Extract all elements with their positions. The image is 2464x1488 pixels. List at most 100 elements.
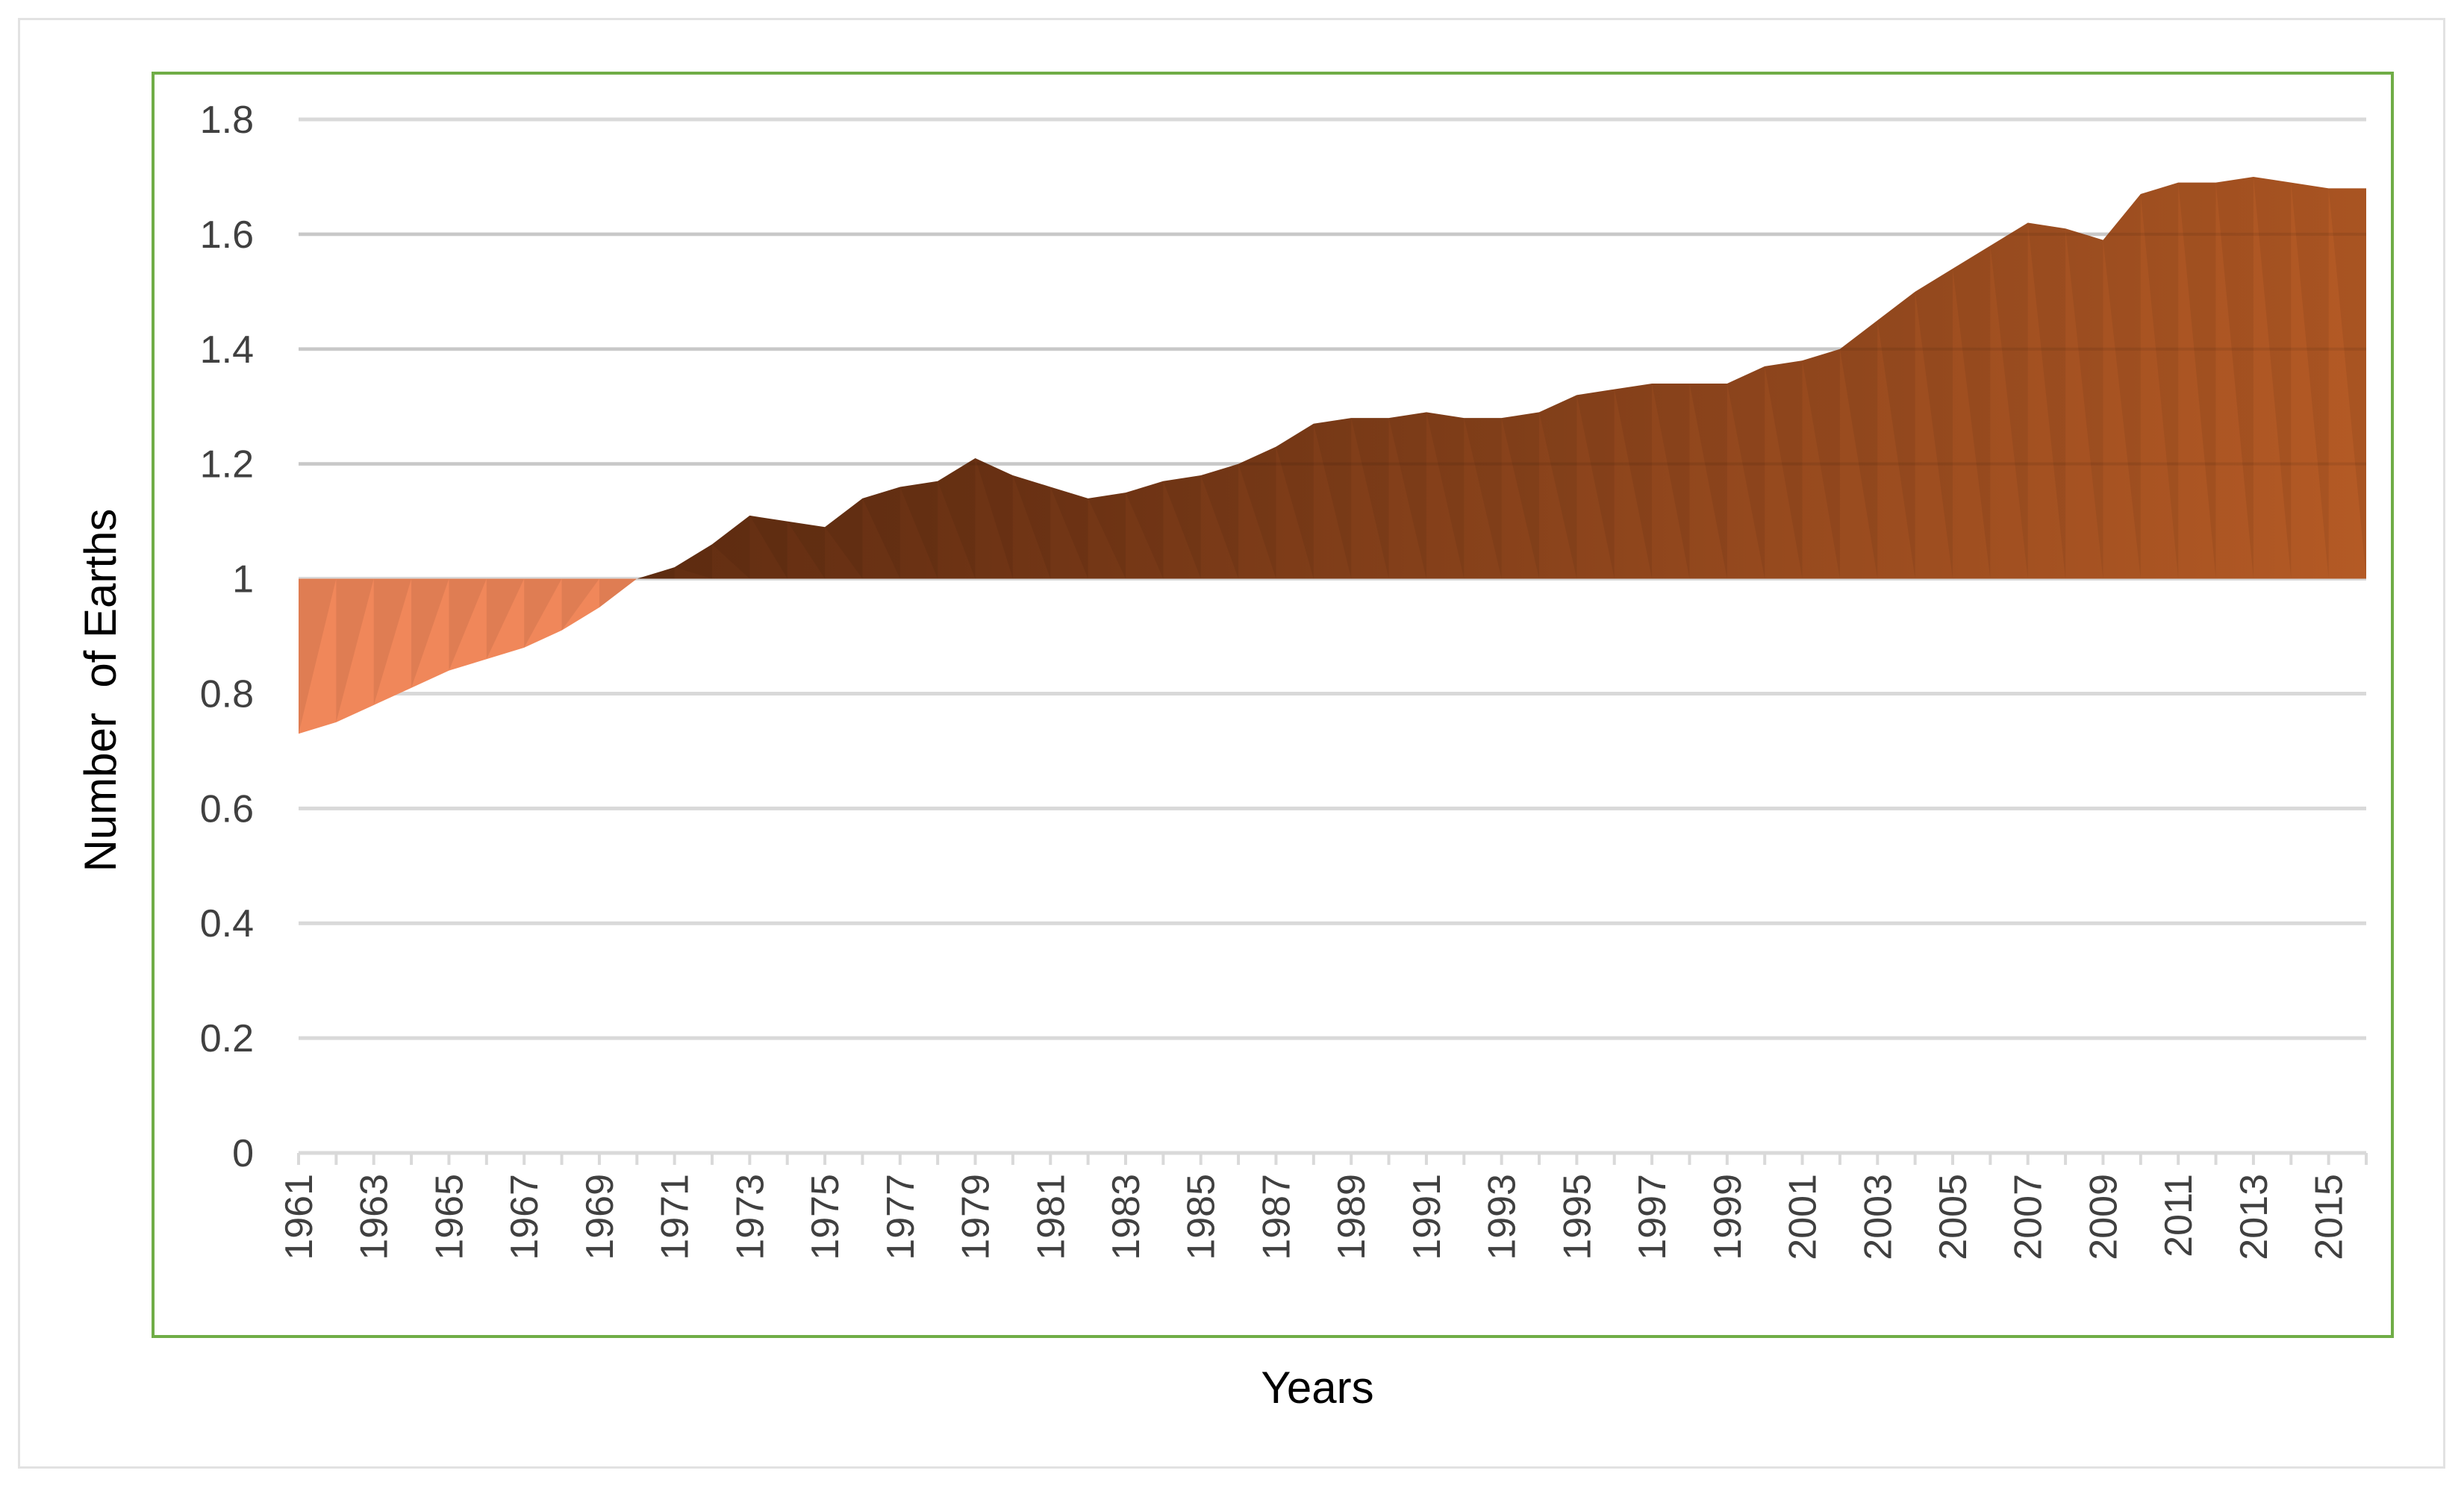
area-facet	[2328, 188, 2366, 579]
x-tick-label: 1981	[1029, 1174, 1073, 1260]
area-facet	[1614, 383, 1653, 579]
area-facet	[712, 515, 750, 579]
area-facet	[1839, 320, 1878, 579]
area-facet	[975, 457, 1013, 579]
y-axis-title: Number of Earths	[75, 509, 125, 872]
x-tick-label: 1969	[578, 1174, 622, 1260]
area-facet	[749, 515, 787, 579]
x-tick-label: 1965	[428, 1174, 471, 1260]
area-facet	[1576, 389, 1615, 579]
area-facet	[899, 481, 938, 579]
area-facet	[1200, 463, 1239, 579]
area-facet	[1727, 366, 1765, 579]
x-tick-label: 1995	[1556, 1174, 1599, 1260]
area-facet	[2140, 182, 2179, 579]
x-axis: 1961 1963 1965 1967 1969 1971 1973 1975 1977 1979…	[278, 1151, 2368, 1260]
area-facet	[1351, 418, 1389, 579]
area-facet	[486, 578, 525, 660]
area-facet	[2027, 222, 2066, 579]
y-tick-label: 1.4	[200, 328, 254, 372]
y-tick-label: 1.8	[200, 99, 254, 142]
x-tick-label: 2013	[2233, 1174, 2276, 1260]
area-facet	[787, 521, 826, 579]
area-facet	[336, 578, 374, 722]
y-tick-label: 0.8	[200, 672, 254, 716]
x-tick-label: 2005	[1932, 1174, 1975, 1260]
area-facet	[449, 578, 487, 671]
y-tick-label: 0.2	[200, 1017, 254, 1060]
area-facet	[411, 578, 449, 688]
x-tick-label: 1977	[879, 1174, 923, 1260]
area-facet	[1313, 418, 1352, 579]
x-tick-label: 1987	[1255, 1174, 1298, 1260]
x-tick-label: 1983	[1105, 1174, 1148, 1260]
area-facet	[599, 578, 637, 608]
area-facet	[1877, 291, 1915, 579]
area-facet	[1126, 481, 1164, 579]
area-facet	[825, 498, 863, 579]
x-tick-label: 1975	[804, 1174, 847, 1260]
y-axis: 0 0.2 0.4 0.6 0.8 1 1.2 1.4 1.6 1.8	[200, 99, 254, 1175]
area-facet	[373, 578, 412, 705]
y-tick-label: 1.2	[200, 443, 254, 487]
x-tick-label: 1997	[1631, 1174, 1674, 1260]
x-tick-label: 1973	[729, 1174, 772, 1260]
area-facet	[938, 457, 976, 579]
y-tick-label: 0	[232, 1132, 254, 1175]
area-facet	[1915, 269, 1953, 579]
overshoot-area	[299, 176, 2366, 579]
area-facet	[1426, 412, 1465, 579]
x-tick-label: 1999	[1706, 1174, 1750, 1260]
area-facet	[1990, 222, 2028, 579]
x-tick-label: 2009	[2082, 1174, 2125, 1260]
y-tick-label: 1.6	[200, 213, 254, 257]
x-tick-label: 1967	[503, 1174, 546, 1260]
x-tick-label: 2001	[1782, 1174, 1825, 1260]
y-tick-label: 0.4	[200, 902, 254, 945]
area-facet	[2291, 182, 2329, 579]
x-tick-label: 2007	[2007, 1174, 2050, 1260]
x-tick-label: 2011	[2157, 1174, 2201, 1257]
area-facet	[2253, 176, 2292, 579]
x-tick-label: 1961	[278, 1174, 321, 1260]
area-facet	[2103, 194, 2141, 579]
area-facet	[1050, 487, 1088, 579]
area-facet	[524, 578, 562, 648]
x-tick-label: 2015	[2308, 1174, 2351, 1260]
x-tick-label: 1963	[353, 1174, 396, 1260]
x-tick-label: 1991	[1406, 1174, 1449, 1260]
area-facet	[2065, 228, 2103, 579]
chart-outer-frame	[18, 18, 2445, 1469]
area-facet	[1689, 383, 1727, 579]
x-tick-label: 1993	[1481, 1174, 1524, 1260]
area-facet	[637, 567, 675, 579]
area-facet	[1953, 246, 1991, 579]
area-facet	[1765, 360, 1803, 579]
area-facet	[2215, 176, 2254, 579]
area-facet	[1652, 383, 1690, 579]
y-tick-label: 0.6	[200, 787, 254, 831]
area-facet	[862, 487, 900, 579]
deficit-area	[299, 578, 2366, 734]
area-facet	[674, 544, 712, 579]
area-facet	[1088, 493, 1126, 579]
area-facet	[1388, 412, 1426, 579]
area-facet	[1012, 475, 1051, 579]
x-tick-label: 1979	[955, 1174, 998, 1260]
x-tick-label: 1989	[1330, 1174, 1373, 1260]
y-tick-label: 1	[232, 558, 254, 601]
area-facet	[1276, 423, 1314, 579]
area-facet	[299, 578, 337, 734]
area-facet	[1501, 412, 1539, 579]
x-tick-label: 1971	[654, 1174, 697, 1260]
area-facet	[1802, 348, 1840, 579]
area-facet	[1539, 395, 1577, 579]
area-facet	[1163, 475, 1201, 579]
area-series	[299, 176, 2366, 734]
area-facet	[561, 578, 599, 631]
area-facet	[1464, 418, 1502, 579]
area-facet	[1238, 446, 1276, 579]
x-tick-label: 1985	[1180, 1174, 1223, 1260]
plot-area-border	[152, 72, 2394, 1338]
